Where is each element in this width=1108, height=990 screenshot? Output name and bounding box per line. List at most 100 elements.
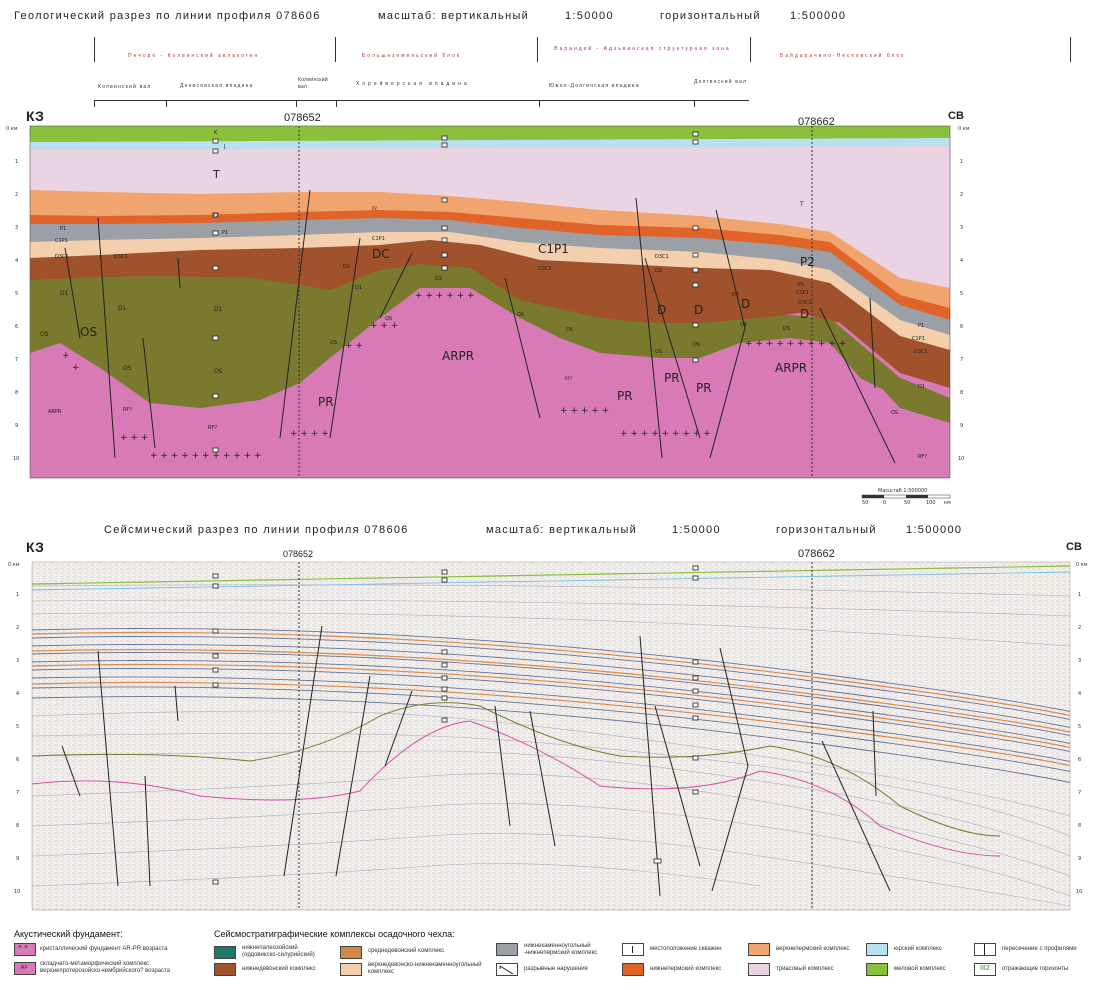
svg-text:D: D [741, 297, 750, 311]
svg-text:2: 2 [16, 625, 19, 631]
legend-text: меловой комплекс [894, 966, 946, 972]
seis-left-direction: КЗ [26, 539, 44, 555]
svg-text:1: 1 [15, 159, 18, 165]
bracket-line [694, 100, 695, 107]
svg-text:RF?: RF? [208, 425, 217, 431]
svg-text:OS: OS [385, 316, 392, 322]
svg-text:OS: OS [783, 326, 790, 332]
svg-text:OS: OS [40, 331, 49, 338]
substructure-label: Денисовская впадина [180, 83, 254, 89]
svg-text:+ + +: + + + [370, 321, 398, 331]
legend-swatch-folded: RF [14, 962, 36, 975]
legend-text: складчато-метаморфический комплекс верхн… [40, 961, 171, 974]
svg-text:1: 1 [960, 159, 963, 165]
seis-scale-horizontal-label: горизонтальный [776, 524, 877, 536]
svg-text:7: 7 [16, 790, 19, 796]
legend-text: пересечение с профилями [1002, 946, 1077, 952]
svg-text:D3C1: D3C1 [55, 254, 69, 260]
svg-text:0 км: 0 км [8, 562, 20, 568]
svg-text:9: 9 [16, 856, 19, 862]
svg-text:50: 50 [904, 500, 910, 506]
seis-well-left-label: 078652 [283, 549, 314, 559]
geo-scale-vertical: 1:50000 [565, 10, 614, 22]
svg-text:10: 10 [958, 456, 964, 462]
svg-text:ARPR: ARPR [48, 409, 62, 415]
svg-text:4: 4 [1078, 691, 1081, 697]
seis-scale-vertical: 1:50000 [672, 524, 721, 536]
seis-section-title: Сейсмический разрез по линии профиля 078… [104, 524, 409, 536]
svg-text:P2: P2 [372, 206, 377, 211]
seis-scale-horizontal: 1:500000 [906, 524, 963, 536]
svg-text:ARPR: ARPR [442, 349, 474, 363]
svg-text:K: K [214, 130, 218, 136]
svg-text:6: 6 [1078, 757, 1081, 763]
svg-text:+ + + + + + + + + +: + + + + + + + + + + [745, 339, 846, 349]
scale-bar: Масштаб 1:500000 50 0 50 100 км [861, 488, 951, 506]
svg-text:PR: PR [664, 371, 680, 385]
legend-text: разрывные нарушения [524, 966, 588, 972]
structure-label: Большеземельский блок [362, 53, 461, 59]
geo-scale-horizontal: 1:500000 [790, 10, 847, 22]
substructure-label: Колвинский вал [298, 77, 328, 90]
c1p1-layer [30, 216, 950, 335]
legend-swatch [866, 943, 888, 956]
svg-text:OS: OS [517, 312, 524, 318]
svg-text:C1P1: C1P1 [538, 242, 569, 256]
bracket-line [94, 100, 95, 107]
svg-text:1: 1 [1078, 592, 1081, 598]
svg-text:OS: OS [330, 340, 337, 346]
legend-text: местоположение скважин [650, 946, 722, 952]
svg-text:3: 3 [1078, 658, 1081, 664]
svg-text:5: 5 [960, 291, 963, 297]
d1-layer [30, 238, 950, 388]
svg-text:+ + + +: + + + + [290, 429, 329, 439]
svg-text:8: 8 [960, 390, 963, 396]
svg-text:3: 3 [16, 658, 19, 664]
bracket-line [296, 100, 297, 107]
svg-text:D: D [657, 303, 666, 317]
svg-text:2: 2 [15, 192, 18, 198]
svg-text:+: + [72, 363, 80, 373]
svg-text:OS: OS [740, 322, 747, 328]
legend-text: нижнекаменноугольный -нижнепермский комп… [524, 943, 598, 956]
svg-text:8: 8 [15, 390, 18, 396]
bracket-line [166, 100, 167, 107]
svg-text:D2: D2 [732, 292, 739, 298]
svg-text:PR: PR [617, 389, 633, 403]
profile-intersection-icon [974, 943, 996, 956]
geo-well-left-label: 078652 [284, 112, 321, 124]
svg-text:5: 5 [16, 724, 19, 730]
svg-text:D3C1: D3C1 [114, 254, 128, 260]
legend-acoustic-header: Акустический фундамент: [14, 929, 123, 939]
svg-text:2: 2 [960, 192, 963, 198]
svg-text:P2: P2 [213, 213, 218, 218]
svg-text:4: 4 [16, 691, 19, 697]
svg-text:+ + + + +: + + + + + [560, 406, 609, 416]
svg-text:10: 10 [14, 889, 20, 895]
svg-text:+ +: + + [345, 341, 363, 351]
svg-text:PR: PR [318, 395, 334, 409]
svg-text:P2: P2 [800, 255, 815, 269]
substructure-label: Хорейверская впадина [356, 81, 470, 87]
seis-scale-label: масштаб: вертикальный [486, 524, 638, 536]
geo-scale-horizontal-label: горизонтальный [660, 10, 761, 22]
svg-text:C1P1: C1P1 [796, 290, 809, 296]
substructure-label: Южно-Долгинская впадина [549, 83, 640, 89]
svg-text:+ + + + + + + + + + +: + + + + + + + + + + + [150, 451, 262, 461]
svg-text:D2: D2 [343, 264, 350, 270]
svg-text:6: 6 [16, 757, 19, 763]
legend-text: верхнедевонско-нижнекаменноугольный комп… [368, 962, 482, 975]
svg-text:0 км: 0 км [1076, 562, 1088, 568]
bracket-line [539, 100, 540, 107]
svg-text:OS: OS [80, 325, 97, 339]
svg-text:OS: OS [693, 342, 700, 348]
fault-symbol-icon [496, 963, 518, 976]
svg-text:3: 3 [15, 225, 18, 231]
k-layer [30, 126, 950, 142]
svg-text:T: T [799, 201, 804, 208]
svg-text:4: 4 [15, 258, 18, 264]
svg-text:C1P1: C1P1 [912, 336, 925, 342]
structure-label: Байдарачино-Несковский блок [780, 53, 906, 59]
depth-tick: 0 км [6, 126, 18, 132]
svg-text:9: 9 [15, 423, 18, 429]
